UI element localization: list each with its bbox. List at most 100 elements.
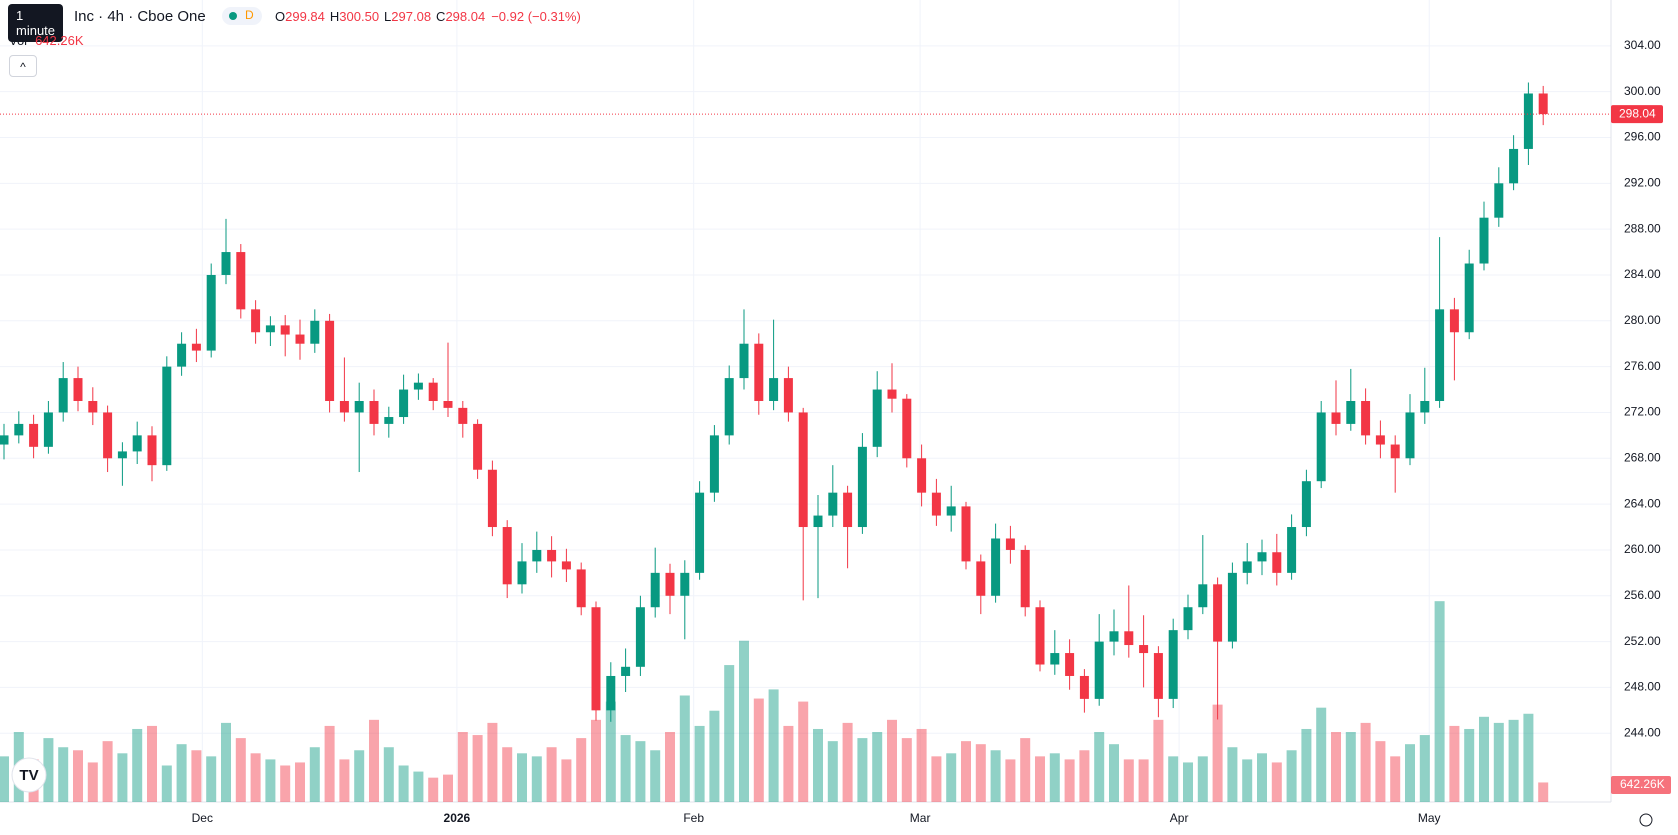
candle-body [576, 569, 586, 608]
candle-body [739, 343, 749, 379]
volume-bar [1064, 759, 1075, 802]
candle-body [265, 325, 275, 333]
volume-bar [443, 774, 453, 802]
candle-body [1361, 401, 1371, 436]
volume-bar [768, 689, 779, 802]
volume-bar [1109, 744, 1119, 802]
y-tick-label: 244.00 [1624, 725, 1661, 739]
candle-body [162, 366, 172, 466]
symbol[interactable]: Inc · 4h · Cboe One [74, 8, 206, 25]
volume-bar [206, 756, 217, 802]
candle-body [132, 435, 142, 452]
candle-body [384, 417, 394, 424]
candle-body [843, 492, 853, 528]
volume-bar [472, 735, 483, 802]
volume-bar [132, 728, 143, 802]
volume-bar [635, 741, 646, 802]
candle-body [1139, 645, 1149, 654]
candle-body [1094, 641, 1104, 699]
volume-bar [383, 747, 394, 802]
volume-bar [1345, 732, 1356, 802]
candle-body [724, 378, 734, 436]
candle-body [828, 492, 838, 516]
x-tick-label: Feb [683, 811, 704, 825]
candle-body [783, 378, 793, 413]
y-tick-label: 272.00 [1624, 405, 1661, 419]
candle-body [251, 309, 261, 333]
candle-body [1168, 630, 1178, 699]
volume-bar [1049, 753, 1060, 802]
volume-bar [1197, 756, 1208, 802]
volume-bar [1316, 707, 1327, 802]
candle-body [191, 343, 201, 351]
candle-body [547, 549, 557, 562]
volume-bar [1123, 759, 1134, 802]
volume-bar [1212, 704, 1223, 802]
x-tick-label: May [1418, 811, 1441, 825]
candle-body [561, 561, 571, 570]
candle-body [443, 401, 453, 408]
candle-body [29, 423, 39, 447]
volume-bar [946, 753, 957, 802]
volume-bar [1405, 744, 1415, 802]
x-tick-label: Mar [910, 811, 931, 825]
y-tick-label: 264.00 [1624, 496, 1661, 510]
last-volume-badge [1611, 776, 1671, 794]
volume-bar [650, 750, 661, 802]
candle-body [1227, 572, 1237, 642]
volume-bar [58, 747, 69, 802]
volume-bar [1331, 732, 1341, 802]
candle-body [487, 469, 497, 528]
y-tick-label: 248.00 [1624, 680, 1661, 694]
candle-body [221, 252, 231, 275]
volume-bar [694, 725, 705, 802]
volume-bar [1094, 732, 1105, 802]
y-tick-label: 252.00 [1624, 634, 1661, 648]
candle-body [1272, 552, 1282, 573]
volume-bar [1493, 722, 1504, 802]
legend-key: H [329, 9, 340, 24]
volume-bar [1227, 747, 1238, 802]
candle-body [458, 407, 468, 424]
candle-body [295, 334, 305, 344]
y-tick-label: 276.00 [1624, 359, 1661, 373]
volume-bar [605, 701, 616, 802]
candle-body [1020, 549, 1030, 608]
volume-bar [250, 753, 261, 802]
volume-bar [679, 695, 690, 802]
candle-body [857, 446, 867, 528]
candle-body [1153, 653, 1163, 699]
volume-bar [620, 735, 631, 802]
candle-body [1257, 552, 1267, 562]
candle-body [961, 506, 971, 562]
candle-body [88, 401, 98, 413]
logo [11, 757, 47, 793]
candle-body [591, 607, 601, 711]
legend-value: 297.08 [391, 9, 432, 24]
candle-body [117, 451, 127, 459]
candle-body [1331, 412, 1341, 424]
volume-bar [339, 759, 350, 802]
volume-bar [1449, 725, 1460, 802]
candle-body [206, 274, 216, 351]
volume-bar [1434, 601, 1445, 802]
volume-bar [0, 756, 9, 802]
volume-bar [798, 701, 809, 802]
volume-bar [753, 698, 764, 802]
volume-bar [1183, 762, 1193, 802]
candle-body [1538, 93, 1548, 115]
candle-body [680, 572, 690, 596]
status-pill[interactable] [222, 7, 262, 25]
settings-button[interactable] [1639, 813, 1653, 827]
vol-value: 642.26K [35, 33, 84, 48]
volume-bar [1153, 719, 1164, 802]
volume-bar [961, 741, 971, 802]
logo-text: TV [19, 767, 38, 784]
collapse-button[interactable]: ^ [9, 55, 37, 77]
candle-body [1242, 561, 1252, 573]
y-tick-label: 292.00 [1624, 175, 1661, 189]
legend-key: L [384, 9, 392, 24]
candle-body [665, 572, 675, 596]
volume-bar [665, 732, 675, 802]
y-tick-label: 304.00 [1624, 38, 1661, 52]
